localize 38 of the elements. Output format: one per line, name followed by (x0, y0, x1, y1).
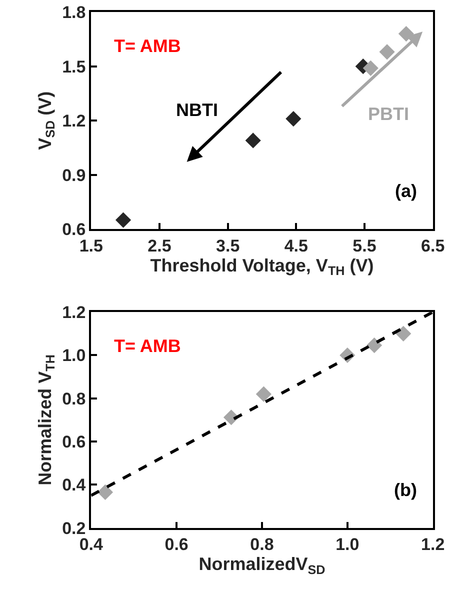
point (396, 326, 412, 342)
x-tick-label: 5.5 (352, 236, 376, 256)
point (97, 484, 114, 500)
x-tick-label: 4.5 (284, 236, 308, 256)
annotation: NBTI (176, 100, 218, 120)
annotation: T= AMB (114, 336, 181, 356)
point (286, 110, 302, 127)
annotation: T= AMB (114, 36, 181, 56)
y-tick-label: 1.8 (62, 3, 86, 22)
y-tick-label: 0.6 (62, 432, 86, 452)
point (362, 60, 378, 76)
annotation: PBTI (368, 104, 410, 124)
y-tick-label: 1.0 (62, 346, 86, 366)
annotation: (b) (394, 480, 417, 500)
x-tick-label: 0.8 (250, 535, 274, 554)
y-tick-label: 0.9 (62, 166, 86, 185)
y-tick-label: 0.2 (62, 518, 86, 538)
y-tick-label: 0.8 (62, 389, 86, 408)
x-tick-label: 2.5 (148, 236, 172, 256)
point (245, 132, 261, 148)
x-axis-title: Threshold Voltage, V$_{TH}$ (V) (150, 255, 374, 278)
y-tick-label: 1.2 (62, 112, 86, 131)
point (115, 212, 132, 228)
point (256, 386, 272, 402)
x-tick-label: 0.4 (79, 535, 104, 554)
x-axis-title: NormalizedV$_{SD}$ (198, 554, 326, 578)
y-tick-label: 1.5 (62, 57, 86, 76)
y-tick-label: 0.4 (62, 476, 86, 495)
point (366, 338, 382, 354)
point (398, 26, 414, 42)
x-tick-label: 0.6 (164, 535, 188, 554)
point (379, 44, 395, 60)
x-tick-label: 1.2 (421, 535, 445, 554)
x-tick-label: 6.5 (421, 236, 445, 256)
x-tick-label: 1.0 (336, 535, 360, 554)
x-tick-label: 3.5 (216, 236, 240, 256)
y-tick-label: 1.2 (62, 303, 86, 322)
annotation: (a) (395, 181, 418, 201)
